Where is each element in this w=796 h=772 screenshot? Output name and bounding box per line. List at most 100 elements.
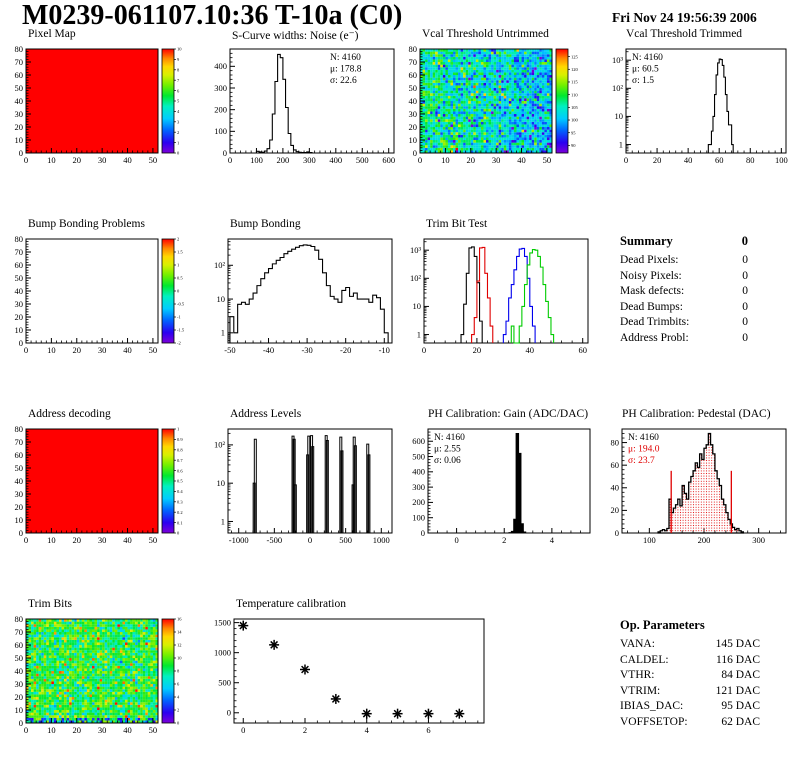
svg-text:4: 4 [177, 109, 180, 114]
plot-title: Trim Bits [28, 598, 73, 610]
svg-text:0.9: 0.9 [177, 437, 183, 442]
plot-scurve-noise: S-Curve widths: Noise (e⁻) 0 100 200 300 400… [204, 28, 400, 198]
summary-label: Noisy Pixels: [620, 269, 682, 282]
svg-text:110: 110 [571, 92, 578, 97]
op-parameter-row: VTHR: 84 DAC [620, 668, 760, 684]
svg-text:0.3: 0.3 [177, 500, 183, 505]
summary-value: 0 [742, 269, 748, 282]
summary-label: Mask defects: [620, 285, 685, 297]
svg-text:200: 200 [277, 155, 290, 165]
svg-text:0.7: 0.7 [177, 458, 183, 463]
svg-text:N: 4160: N: 4160 [330, 53, 361, 63]
summary-value: 0 [742, 254, 748, 266]
svg-text:-1000: -1000 [229, 535, 249, 545]
summary-value: 0 [742, 300, 748, 313]
svg-text:-40: -40 [263, 345, 274, 355]
ph-gain-canvas: 0 2 4 0 100 200 300 400 500 600 N: 4160 μ: 2.55σ: 0… [412, 428, 591, 545]
plot-ph-gain: PH Calibration: Gain (ADC/DAC) 0 2 4 0 100 20… [400, 408, 596, 578]
svg-text:0: 0 [418, 155, 422, 165]
plot-title: Temperature calibration [236, 598, 346, 610]
svg-text:0: 0 [223, 148, 227, 158]
summary-label: Dead Bumps: [620, 300, 683, 313]
svg-text:N: 4160: N: 4160 [434, 433, 465, 443]
svg-text:20: 20 [15, 502, 24, 512]
svg-text:30: 30 [98, 535, 107, 545]
svg-text:80: 80 [746, 155, 755, 165]
svg-text:50: 50 [15, 463, 24, 473]
svg-text:0: 0 [24, 535, 28, 545]
svg-text:500: 500 [356, 155, 369, 165]
svg-text:60: 60 [715, 155, 724, 165]
vcal-trimmed-canvas: 0 20 40 60 80 100 1 10 10² 10³ N: 4160 μ: 60.5σ: 1.… [612, 48, 788, 165]
svg-text:50: 50 [149, 535, 158, 545]
svg-text:20: 20 [15, 312, 24, 322]
svg-text:σ: 1.5: σ: 1.5 [632, 76, 654, 86]
op-parameter-label: VANA: [620, 638, 655, 650]
svg-text:20: 20 [653, 155, 662, 165]
op-parameters-header: Op. Parameters [620, 618, 760, 633]
svg-text:0.2: 0.2 [177, 510, 183, 515]
op-parameter-label: CALDEL: [620, 653, 669, 666]
svg-text:-500: -500 [267, 535, 283, 545]
svg-text:70: 70 [15, 437, 24, 447]
svg-text:40: 40 [517, 155, 526, 165]
svg-text:50: 50 [543, 155, 552, 165]
svg-text:N: 4160: N: 4160 [628, 433, 659, 443]
svg-text:30: 30 [98, 345, 107, 355]
plot-pixel-map: Pixel Map 0 1 2 3 4 5 6 7 8 9 10 0 10 20 30 40 50 0 10 20 30… [6, 28, 202, 198]
svg-text:80: 80 [409, 44, 418, 54]
svg-text:10²: 10² [612, 83, 624, 93]
svg-text:1: 1 [221, 328, 225, 338]
svg-text:50: 50 [149, 155, 158, 165]
svg-text:-2: -2 [177, 341, 181, 346]
svg-text:-1.5: -1.5 [177, 328, 185, 333]
svg-text:50: 50 [15, 83, 24, 93]
svg-text:3: 3 [177, 120, 180, 125]
svg-text:20: 20 [73, 155, 82, 165]
op-parameter-row: VOFFSETOP: 62 DAC [620, 715, 760, 731]
svg-text:300: 300 [752, 535, 765, 545]
plot-vcal-trimmed: Vcal Threshold Trimmed 0 20 40 60 80 100 1 10 10… [596, 28, 792, 198]
svg-text:0: 0 [615, 528, 619, 538]
svg-text:μ: 178.8: μ: 178.8 [330, 65, 362, 75]
plot-address-decoding: Address decoding 0 0.1 0.2 0.3 0.4 0.5 0.6 0.7 0… [6, 408, 202, 578]
summary-value: 0 [742, 331, 748, 344]
summary-header: Summary 0 [620, 234, 748, 249]
svg-text:40: 40 [123, 155, 132, 165]
svg-text:80: 80 [15, 424, 24, 434]
svg-text:0.5: 0.5 [177, 276, 183, 281]
svg-text:300: 300 [412, 482, 425, 492]
svg-text:40: 40 [123, 535, 132, 545]
summary-row: Noisy Pixels: 0 [620, 269, 748, 285]
svg-text:60: 60 [15, 260, 24, 270]
svg-text:0: 0 [421, 528, 425, 538]
op-parameter-value: 121 DAC [715, 684, 760, 697]
svg-text:105: 105 [571, 105, 579, 110]
svg-text:600: 600 [382, 155, 395, 165]
svg-text:80: 80 [611, 437, 620, 447]
svg-text:-50: -50 [224, 345, 235, 355]
svg-text:0: 0 [19, 338, 23, 348]
svg-text:60: 60 [611, 460, 620, 470]
svg-text:-20: -20 [340, 345, 351, 355]
svg-text:200: 200 [698, 535, 711, 545]
svg-text:600: 600 [412, 436, 425, 446]
bump-bonding-canvas: -50 -40 -30 -20 -10 1 10 10² [214, 238, 393, 355]
svg-text:40: 40 [526, 345, 535, 355]
op-parameter-row: VANA: 145 DAC [620, 637, 760, 653]
svg-text:μ: 194.0: μ: 194.0 [628, 445, 660, 455]
svg-text:30: 30 [15, 299, 24, 309]
svg-text:300: 300 [214, 83, 227, 93]
svg-text:0: 0 [177, 531, 180, 536]
svg-text:50: 50 [15, 273, 24, 283]
svg-text:10: 10 [409, 135, 418, 145]
svg-text:60: 60 [578, 345, 587, 355]
plot-ph-pedestal: PH Calibration: Pedestal (DAC) 100 200 300… [596, 408, 792, 578]
plot-title: Address Levels [230, 408, 302, 420]
summary-label: Dead Pixels: [620, 254, 679, 266]
svg-text:125: 125 [571, 54, 579, 59]
svg-text:N: 4160: N: 4160 [632, 53, 663, 63]
